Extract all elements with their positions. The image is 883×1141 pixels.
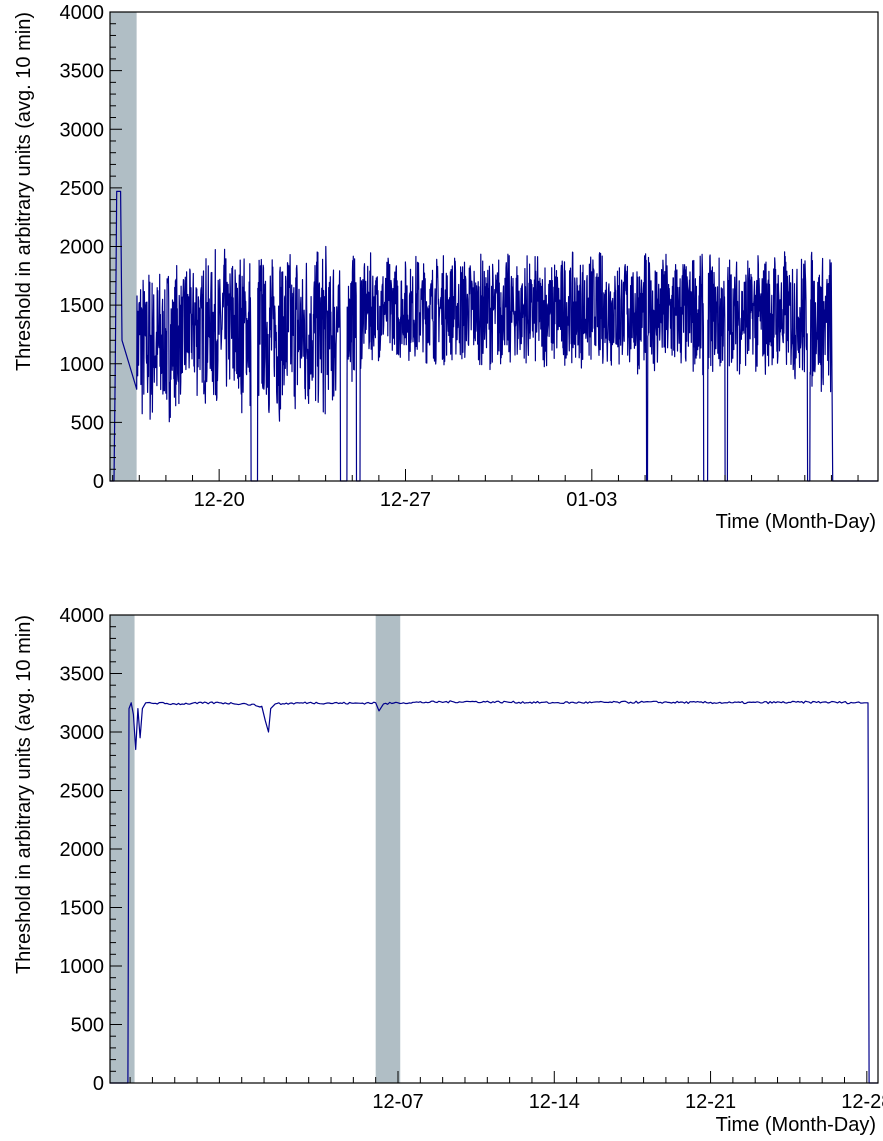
x-tick-label: 12-20 (194, 489, 245, 511)
y-axis-title: Threshold in arbitrary units (avg. 10 mi… (13, 615, 35, 974)
y-tick-label: 0 (93, 471, 104, 493)
x-tick-label: 12-14 (529, 1091, 580, 1113)
y-axis-title: Threshold in arbitrary units (avg. 10 mi… (13, 12, 35, 371)
y-tick-label: 3000 (60, 722, 105, 744)
y-tick-label: 3500 (60, 664, 105, 686)
y-tick-label: 500 (71, 412, 104, 434)
bottom-chart: 0 500 1000 1500 2000 2500 3000 3500 4000 12-07 12-… (13, 605, 883, 1136)
y-tick-label: 0 (93, 1073, 104, 1095)
x-tick-label: 12-21 (685, 1091, 736, 1113)
top-chart: 0 500 1000 1500 2000 2500 3000 3500 4000 12-20 12-… (13, 2, 879, 533)
plot-frame (109, 614, 879, 1084)
shaded-region (375, 615, 401, 1083)
y-tick-label: 4000 (60, 605, 105, 627)
y-tick-label: 3500 (60, 61, 105, 83)
x-tick-label: 12-07 (372, 1091, 423, 1113)
x-axis-title: Time (Month-Day) (716, 1114, 876, 1136)
x-tick-label: 01-03 (566, 489, 617, 511)
threshold-series-line (110, 190, 878, 482)
y-tick-label: 2000 (60, 839, 105, 861)
y-tick-label: 2500 (60, 781, 105, 803)
y-tick-label: 4000 (60, 2, 105, 24)
y-tick-label: 1000 (60, 956, 105, 978)
y-tick-label: 1500 (60, 898, 105, 920)
x-tick-label: 12-28 (841, 1091, 883, 1113)
y-tick-label: 1000 (60, 354, 105, 376)
x-tick-label: 12-27 (380, 489, 431, 511)
plot-frame (109, 11, 879, 482)
x-axis-title: Time (Month-Day) (716, 511, 876, 533)
y-tick-label: 3000 (60, 119, 105, 141)
y-tick-label: 2000 (60, 237, 105, 259)
threshold-series-line (110, 700, 878, 1084)
y-tick-label: 500 (71, 1015, 104, 1037)
y-tick-label: 1500 (60, 295, 105, 317)
y-tick-label: 2500 (60, 178, 105, 200)
